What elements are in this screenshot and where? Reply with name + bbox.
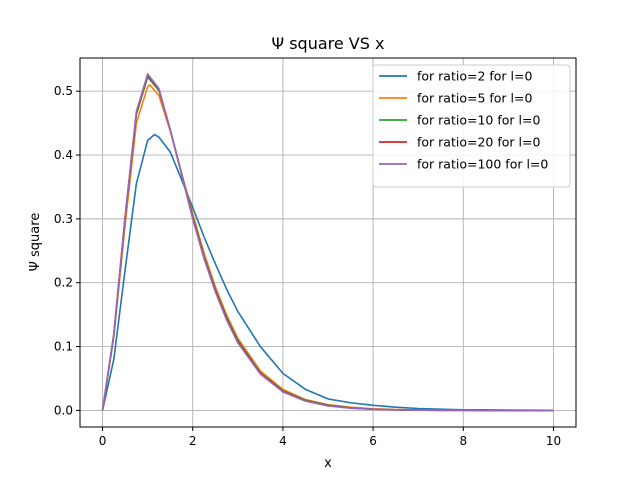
y-tick-label: 0.3 [54, 212, 73, 226]
y-tick-label: 0.1 [54, 340, 73, 354]
y-tick-label: 0.5 [54, 84, 73, 98]
legend-entry-label: for ratio=100 for l=0 [417, 157, 548, 172]
legend-entry-label: for ratio=10 for l=0 [417, 113, 540, 128]
y-tick-label: 0.4 [54, 148, 73, 162]
y-axis-label: Ψ square [28, 213, 43, 272]
legend-frame [372, 64, 571, 188]
legend-entry-label: for ratio=20 for l=0 [417, 135, 540, 150]
plot-frame [79, 57, 577, 428]
chart-title: Ψ square VS x [272, 34, 385, 53]
legend: for ratio=2 for l=0 for ratio=5 for l=0 fo… [372, 64, 571, 188]
y-tick-label: 0.2 [54, 276, 73, 290]
axis-ticks: 0 2 4 6 8 10 0.0 0.1 0.2 0.3 0.4 0.5 [54, 84, 561, 448]
legend-entry-label: for ratio=5 for l=0 [417, 91, 532, 106]
x-tick-label: 2 [189, 434, 197, 448]
x-tick-label: 10 [546, 434, 561, 448]
series-line [101, 73, 554, 412]
x-tick-label: 4 [279, 434, 287, 448]
x-axis-label: x [324, 456, 332, 471]
x-tick-label: 8 [459, 434, 467, 448]
legend-entry-label: for ratio=2 for l=0 [417, 69, 532, 84]
y-tick-label: 0.0 [54, 403, 73, 417]
x-tick-label: 6 [369, 434, 377, 448]
series-lines [101, 73, 554, 412]
x-tick-label: 0 [99, 434, 107, 448]
